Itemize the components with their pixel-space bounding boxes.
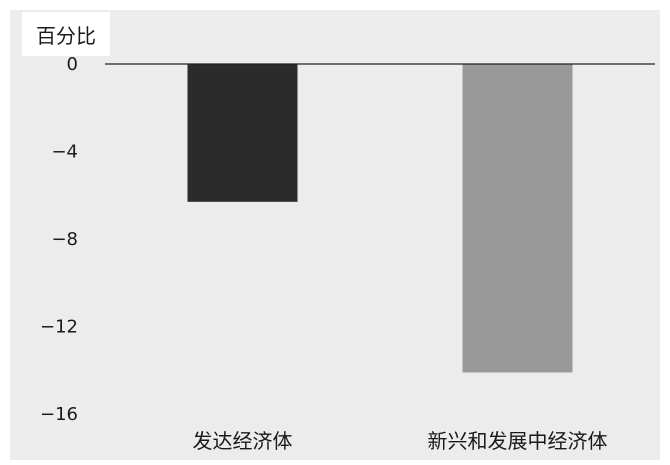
y-tick-label: −12 <box>40 317 78 338</box>
y-axis-title: 百分比 <box>22 12 110 56</box>
bar <box>462 64 573 373</box>
bar <box>187 64 298 202</box>
y-tick-label: −4 <box>51 142 78 163</box>
y-tick-label: −16 <box>40 404 78 425</box>
y-tick-label: −8 <box>51 229 78 250</box>
x-category-label: 新兴和发展中经济体 <box>428 429 608 453</box>
x-category-label: 发达经济体 <box>193 429 293 453</box>
y-tick-label: 0 <box>67 54 78 75</box>
